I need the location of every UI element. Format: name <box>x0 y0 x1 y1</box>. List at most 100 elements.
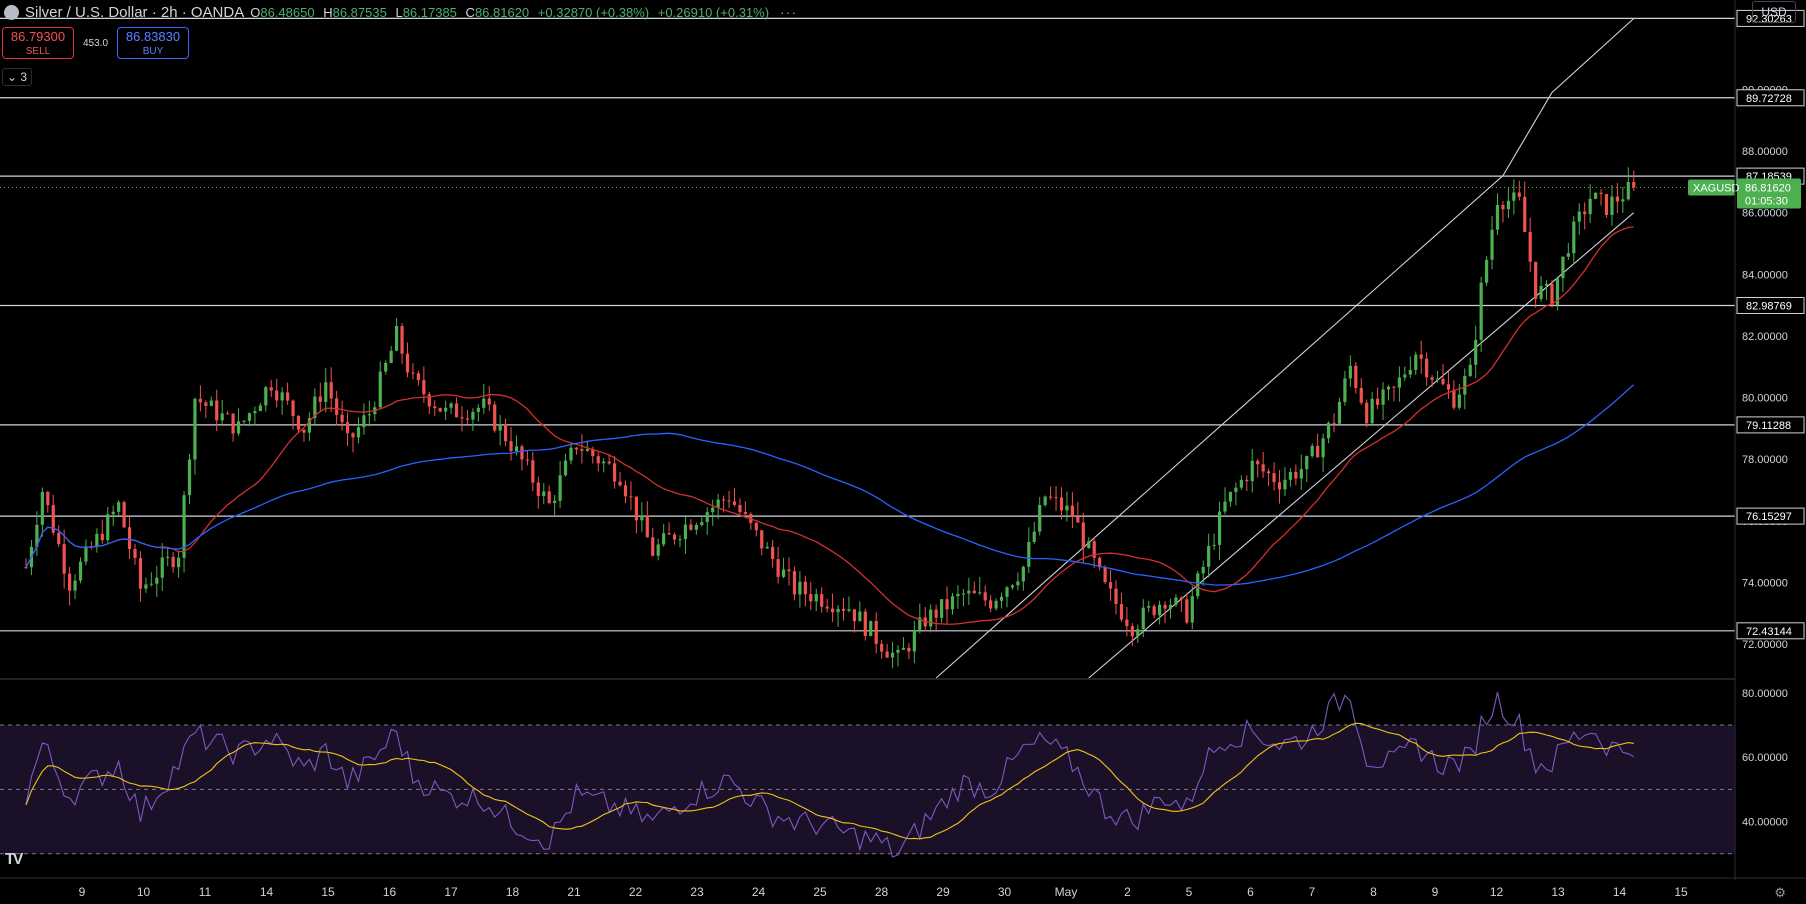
candle-body <box>978 592 982 594</box>
candle-body <box>51 505 55 533</box>
candle-body <box>449 403 453 408</box>
candle-body <box>405 353 410 373</box>
candle-body <box>803 581 807 595</box>
candle-body <box>422 380 426 395</box>
time-tick-label: 8 <box>1370 885 1377 899</box>
candle-body <box>247 413 252 421</box>
candle-body <box>1550 283 1554 306</box>
candle-body <box>798 581 802 595</box>
candle-body <box>313 396 317 419</box>
candle-body <box>841 608 846 611</box>
candle-body <box>1419 354 1423 359</box>
currency-selector[interactable]: USD <box>1752 1 1796 23</box>
candle-body <box>771 546 775 560</box>
candle-body <box>1087 541 1091 549</box>
candle-body <box>945 599 949 610</box>
candle-body <box>1348 365 1352 379</box>
candle-body <box>629 496 633 498</box>
price-tick-label: 80.00000 <box>1742 393 1788 405</box>
candle-body <box>536 482 540 496</box>
candle-body <box>302 429 306 433</box>
time-axis[interactable]: 9 10 11 14 15 16 17 18 21 22 23 24 25 28 29 30 May 2 5 6 7 8 9… <box>0 877 1806 899</box>
candle-body <box>607 461 611 464</box>
candle-body <box>994 600 998 609</box>
channel-lower-line <box>1088 212 1635 679</box>
candle-body <box>531 460 535 483</box>
candle-body <box>678 539 682 541</box>
time-tick-label: 13 <box>1551 885 1565 899</box>
candle-body <box>880 643 884 652</box>
low-label: L <box>395 4 403 20</box>
candle-body <box>1435 378 1440 380</box>
candle-body <box>1604 193 1609 216</box>
candle-body <box>602 461 606 464</box>
close-label: C <box>465 4 475 20</box>
level-label: 89.72728 <box>1746 93 1792 105</box>
candle-body <box>1632 182 1636 188</box>
open-label: O <box>250 4 261 20</box>
gear-icon[interactable]: ⚙ <box>1774 885 1786 900</box>
candle-body <box>934 609 938 618</box>
symbol-tag-label: XAGUSD <box>1693 182 1740 194</box>
candle-body <box>961 593 965 595</box>
buy-button[interactable]: 86.83830 BUY <box>117 27 189 59</box>
candle-body <box>1228 491 1233 502</box>
rsi-ma-line <box>25 722 1634 840</box>
candle-body <box>1528 231 1532 262</box>
rsi-tick-label: 80.00000 <box>1742 688 1788 700</box>
price-tick-label: 88.00000 <box>1742 146 1788 158</box>
trade-panel: 86.79300 SELL 453.0 86.83830 BUY <box>2 27 189 59</box>
candle-body <box>193 398 197 460</box>
candle-body <box>1626 182 1630 200</box>
more-options-icon[interactable]: ··· <box>780 4 798 20</box>
candle-body <box>209 400 213 406</box>
candle-body <box>525 459 529 461</box>
spread-value: 453.0 <box>82 37 109 49</box>
candle-body <box>1250 460 1254 482</box>
candle-body <box>1392 386 1396 388</box>
price-axis[interactable]: 72.0000074.0000076.0000078.0000080.00000… <box>1688 9 1805 829</box>
candle-body <box>1098 557 1102 568</box>
candle-body <box>1239 479 1243 488</box>
level-label: 82.98769 <box>1746 300 1792 312</box>
time-tick-label: 22 <box>629 885 643 899</box>
candle-body <box>1337 401 1342 424</box>
candle-body <box>1381 389 1385 405</box>
sell-button[interactable]: 86.79300 SELL <box>2 27 74 59</box>
candle-body <box>847 609 851 611</box>
candle-body <box>1217 511 1222 545</box>
candle-body <box>1479 282 1483 340</box>
candle-body <box>520 446 524 460</box>
candle-body <box>40 491 44 525</box>
candle-body <box>1610 196 1614 216</box>
candle-body <box>395 326 399 351</box>
candle-body <box>291 400 295 416</box>
candle-body <box>100 533 104 541</box>
candle-body <box>901 647 906 650</box>
time-tick-label: 16 <box>383 885 397 899</box>
candle-body <box>999 596 1004 601</box>
candle-body <box>1425 358 1429 378</box>
candle-body <box>1158 604 1162 616</box>
tradingview-logo-icon[interactable]: TV <box>5 851 24 868</box>
candle-body <box>171 556 175 568</box>
candle-body <box>591 449 595 457</box>
candle-body <box>1272 473 1276 483</box>
candle-body <box>896 649 900 653</box>
candle-body <box>781 569 786 577</box>
candle-body <box>198 398 202 403</box>
time-tick-label: 11 <box>199 885 212 899</box>
candle-body <box>438 408 442 412</box>
candle-body <box>1136 629 1140 637</box>
candle-body <box>656 544 660 556</box>
candle-body <box>1343 378 1347 402</box>
candle-body <box>1174 597 1178 605</box>
change-value-2: +0.26910 (+0.31%) <box>657 4 770 20</box>
indicators-toggle-button[interactable]: ⌄ 3 <box>2 68 32 86</box>
candle-body <box>351 433 355 438</box>
candle-body <box>454 403 459 418</box>
symbol-title[interactable]: Silver / U.S. Dollar · 2h · OANDA <box>25 3 245 21</box>
time-tick-label: 6 <box>1247 885 1254 899</box>
candle-body <box>1397 377 1401 388</box>
